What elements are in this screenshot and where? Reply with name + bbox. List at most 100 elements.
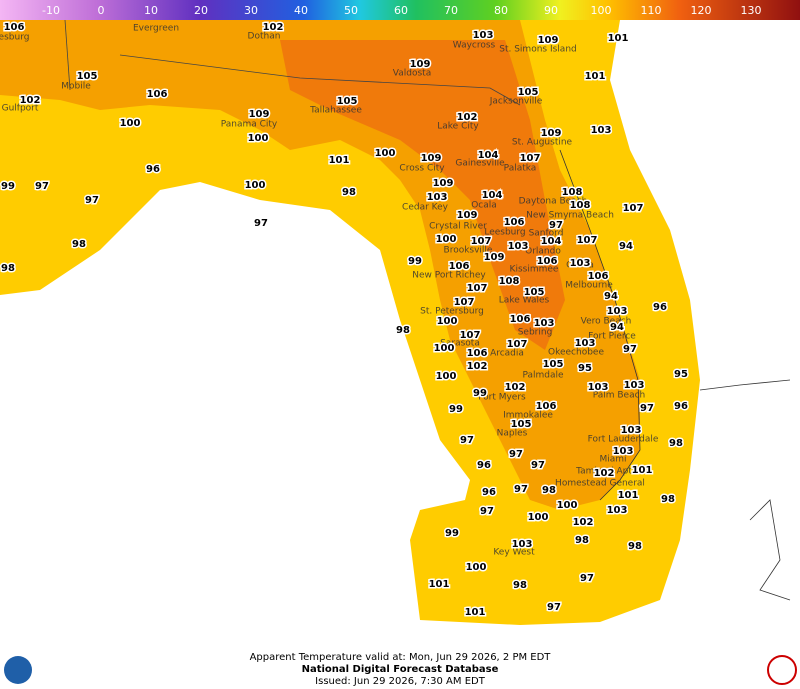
color-bar-label: 30 — [244, 4, 258, 17]
temperature-label: 97 — [480, 506, 494, 517]
city-label: Fort Myers — [478, 393, 526, 403]
city-label: New Port Richey — [412, 271, 486, 281]
city-label: Palatka — [504, 164, 537, 174]
state-border — [119, 54, 521, 106]
city-label: Kissimmee — [510, 265, 559, 275]
color-bar-label: 60 — [394, 4, 408, 17]
city-label: Sanford — [529, 229, 564, 239]
temperature-label: 101 — [465, 607, 486, 618]
temperature-label: 98 — [669, 438, 683, 449]
temperature-label: 97 — [640, 403, 654, 414]
temperature-label: 94 — [619, 241, 633, 252]
temperature-label: 94 — [610, 322, 624, 333]
city-label: Ocala — [471, 201, 497, 211]
temperature-label: 107 — [577, 235, 598, 246]
temperature-label: 100 — [434, 343, 455, 354]
city-label: St. Petersburg — [420, 307, 484, 317]
temperature-label: 101 — [585, 71, 606, 82]
city-label: Melbourne — [565, 281, 613, 291]
city-label: Orlando — [525, 247, 561, 257]
city-label: Naples — [497, 429, 528, 439]
city-label: Palm Beach — [593, 391, 646, 401]
city-label: Brooksville — [444, 246, 493, 256]
temperature-label: 103 — [621, 425, 642, 436]
city-label: Jacksonville — [489, 97, 543, 107]
color-bar-label: 130 — [741, 4, 762, 17]
temperature-label: 106 — [4, 22, 25, 33]
city-label: Homestead General — [555, 479, 645, 489]
temperature-label: 100 — [245, 180, 266, 191]
temperature-label: 100 — [375, 148, 396, 159]
temperature-label: 106 — [147, 89, 168, 100]
city-label: Fort Lauderdale — [588, 435, 659, 445]
temperature-label: 102 — [505, 382, 526, 393]
temperature-label: 99 — [408, 256, 422, 267]
temperature-label: 106 — [588, 271, 609, 282]
temperature-label: 106 — [467, 348, 488, 359]
temperature-label: 101 — [608, 33, 629, 44]
temperature-label: 98 — [575, 535, 589, 546]
city-label: Vero Beach — [581, 317, 632, 327]
source: National Digital Forecast Database — [302, 664, 499, 675]
city-label: Lake Wales — [499, 296, 550, 306]
temperature-label: 96 — [482, 487, 496, 498]
cuba-outline — [699, 379, 791, 601]
temperature-label: 100 — [528, 512, 549, 523]
issued-time: Issued: Jun 29 2026, 7:30 AM EDT — [315, 676, 486, 687]
city-label: St. Simons Island — [499, 45, 576, 55]
temperature-label: 106 — [449, 261, 470, 272]
color-bar-label: 70 — [444, 4, 458, 17]
city-label: Arcadia — [490, 349, 524, 359]
color-bar-label: 0 — [98, 4, 105, 17]
temperature-label: 95 — [578, 363, 592, 374]
temperature-label: 99 — [449, 404, 463, 415]
temperature-label: 103 — [613, 446, 634, 457]
temperature-label: 101 — [632, 465, 653, 476]
city-label: Lake City — [437, 122, 479, 132]
temperature-label: 105 — [524, 287, 545, 298]
color-bar-label: -10 — [42, 4, 60, 17]
color-bar-label: 120 — [691, 4, 712, 17]
temperature-label: 109 — [249, 109, 270, 120]
color-bar-label: 10 — [144, 4, 158, 17]
temperature-label: 97 — [509, 449, 523, 460]
temperature-label: 107 — [467, 283, 488, 294]
temperature-label: 102 — [467, 361, 488, 372]
city-label: Dothan — [248, 32, 281, 42]
city-label: Leesburg — [484, 228, 525, 238]
temperature-label: 103 — [427, 192, 448, 203]
temperature-label: 109 — [410, 59, 431, 70]
nws-logo — [767, 655, 797, 685]
temperature-label: 102 — [263, 22, 284, 33]
temperature-label: 98 — [1, 263, 15, 274]
temperature-label: 105 — [337, 96, 358, 107]
temperature-label: 99 — [473, 388, 487, 399]
temperature-label: 102 — [573, 517, 594, 528]
temperature-label: 99 — [1, 181, 15, 192]
temperature-label: 106 — [510, 314, 531, 325]
temperature-label: 100 — [436, 371, 457, 382]
temperature-label: 97 — [547, 602, 561, 613]
temperature-label: 103 — [534, 318, 555, 329]
temperature-label: 97 — [254, 218, 268, 229]
temperature-label: 109 — [538, 35, 559, 46]
temperature-label: 102 — [457, 112, 478, 123]
city-label: Sebring — [518, 328, 553, 338]
temperature-label: 109 — [457, 210, 478, 221]
temperature-label: 103 — [508, 241, 529, 252]
temperature-label: 97 — [460, 435, 474, 446]
temperature-label: 103 — [570, 258, 591, 269]
temperature-label: 107 — [520, 153, 541, 164]
temperature-label: 96 — [477, 460, 491, 471]
city-label: Okeechobee — [548, 348, 604, 358]
temperature-label: 98 — [72, 239, 86, 250]
temperature-label: 98 — [342, 187, 356, 198]
city-label: Fort Pierce — [588, 332, 636, 342]
temperature-label: 103 — [473, 30, 494, 41]
temperature-label: 103 — [575, 338, 596, 349]
temperature-label: 95 — [674, 369, 688, 380]
temperature-label: 100 — [557, 500, 578, 511]
temperature-label: 109 — [541, 128, 562, 139]
temperature-label: 100 — [466, 562, 487, 573]
temperature-label: 108 — [499, 276, 520, 287]
